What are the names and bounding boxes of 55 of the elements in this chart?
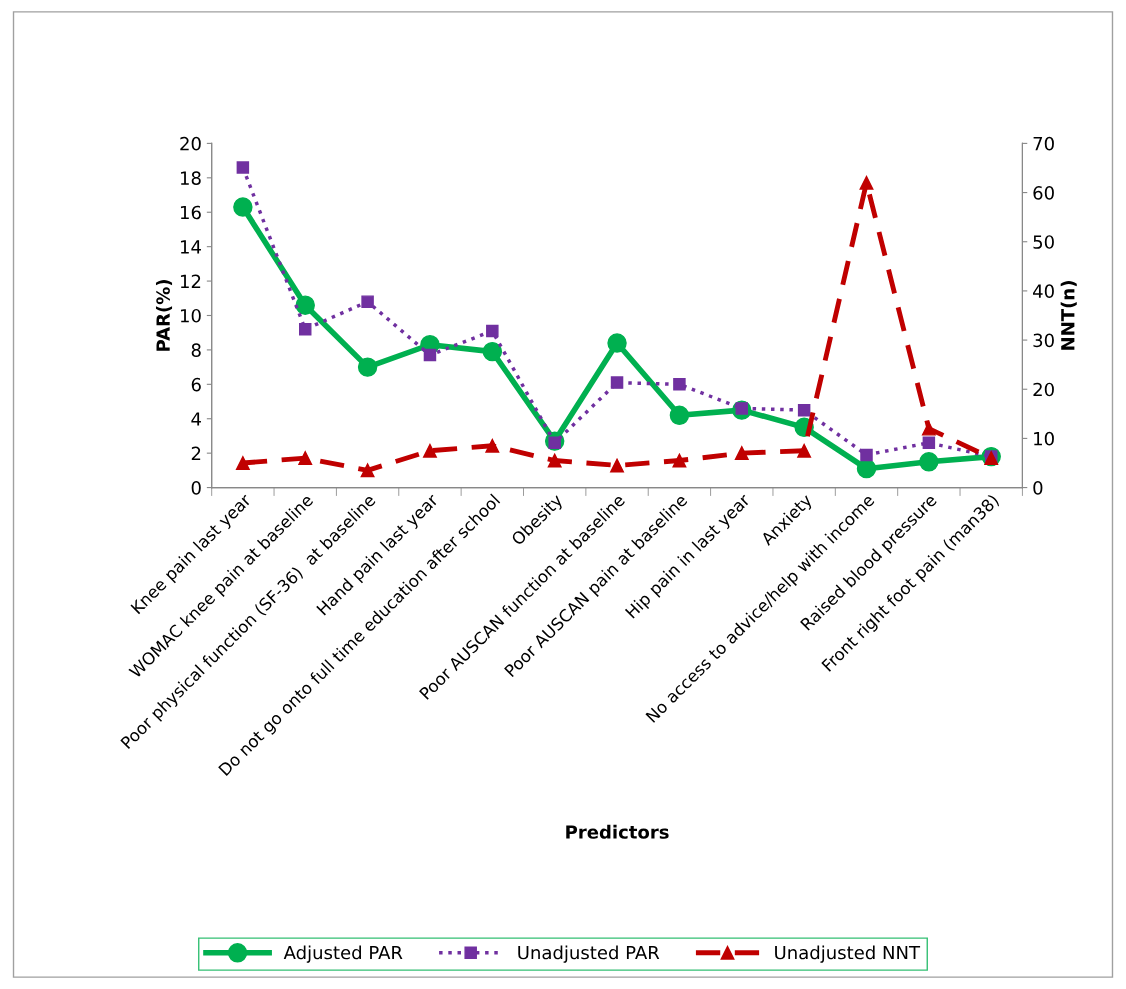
y2-tick-label: 10 xyxy=(1034,431,1054,446)
point xyxy=(860,448,873,462)
point xyxy=(919,452,939,472)
y2-tick-label: 70 xyxy=(1033,136,1054,151)
point xyxy=(423,348,437,362)
point xyxy=(235,456,250,470)
point xyxy=(233,197,253,217)
point xyxy=(423,443,437,458)
y-tick-label: 14 xyxy=(180,240,201,254)
point xyxy=(361,295,374,308)
y-tick-label: 6 xyxy=(191,377,201,392)
legend-label: Unadjusted PAR xyxy=(518,945,660,963)
y2-tick-label: 60 xyxy=(1033,186,1054,200)
point xyxy=(236,161,250,174)
point xyxy=(797,443,812,458)
point xyxy=(673,378,686,391)
y-axis-title: PAR(%) xyxy=(155,280,173,351)
y-tick-label: 20 xyxy=(180,136,201,151)
y2-tick-label: 40 xyxy=(1033,284,1054,299)
y2-tick-label: 50 xyxy=(1033,235,1054,249)
y-tick-label: 4 xyxy=(191,412,201,426)
point xyxy=(856,458,877,479)
y2-axis-title: NNT(n) xyxy=(1060,281,1077,350)
y-tick-label: 18 xyxy=(180,171,201,185)
point xyxy=(922,436,936,450)
point xyxy=(607,333,627,353)
legend-label: Adjusted PAR xyxy=(283,945,403,963)
y-tick-label: 10 xyxy=(180,308,201,323)
point xyxy=(482,341,503,362)
point xyxy=(672,453,687,468)
point xyxy=(357,357,378,377)
y-tick-label: 0 xyxy=(191,481,201,495)
point xyxy=(298,323,312,336)
point xyxy=(921,421,936,436)
point xyxy=(486,324,499,338)
point xyxy=(797,403,811,417)
point xyxy=(610,458,624,473)
point xyxy=(298,451,313,466)
y-tick-label: 2 xyxy=(191,446,201,461)
x-axis-title: Predictors xyxy=(566,824,669,839)
y2-tick-label: 0 xyxy=(1033,481,1043,495)
y2-tick-label: 30 xyxy=(1033,333,1054,348)
y-tick-label: 16 xyxy=(180,205,201,220)
point xyxy=(547,453,562,468)
point xyxy=(360,463,375,478)
point xyxy=(295,295,315,315)
y-tick-label: 8 xyxy=(191,343,201,358)
point xyxy=(859,175,874,190)
y-tick-label: 12 xyxy=(180,274,201,288)
point xyxy=(485,438,500,453)
point xyxy=(669,405,690,426)
y2-tick-label: 20 xyxy=(1033,382,1054,397)
legend-label: Unadjusted NNT xyxy=(775,945,921,963)
point xyxy=(734,446,749,461)
point xyxy=(610,376,624,389)
